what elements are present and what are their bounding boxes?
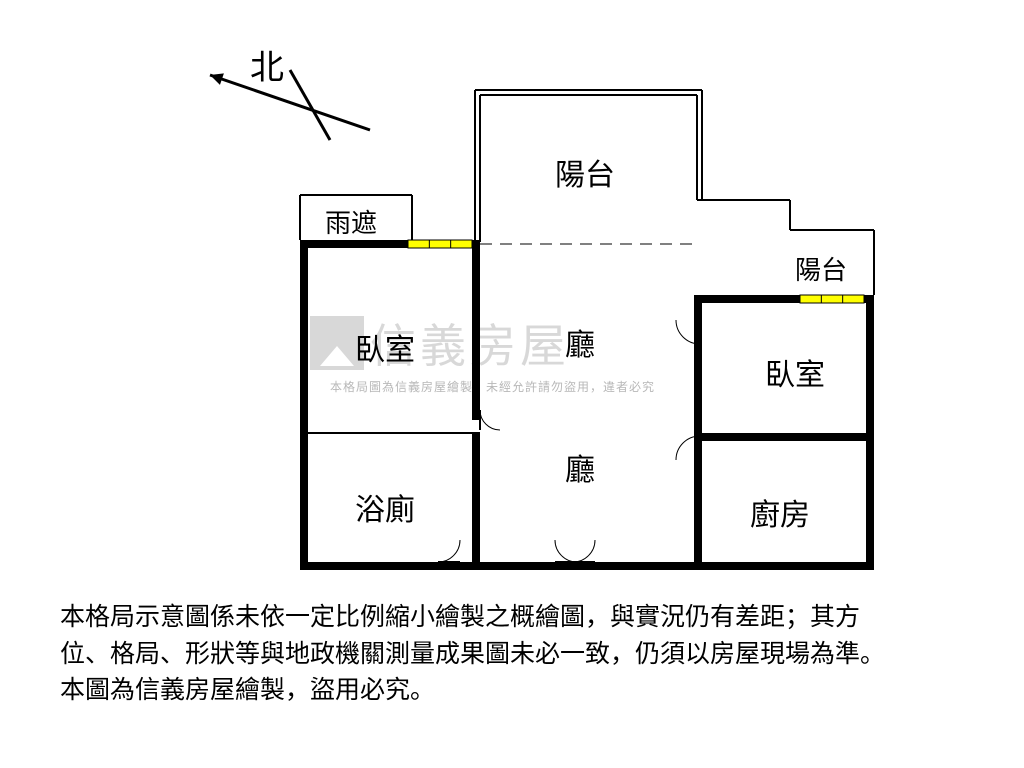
disclaimer-line: 本圖為信義房屋繪製，盜用必究。 <box>60 676 435 704</box>
room-label-balcony-right: 陽台 <box>795 250 847 287</box>
room-label-balcony-top: 陽台 <box>555 150 615 194</box>
north-label: 北 <box>250 40 284 89</box>
floorplan-canvas: 信義房屋 本格局圖為信義房屋繪製，未經允許請勿盜用，違者必究 北 陽台雨遮陽台臥… <box>0 0 1024 768</box>
room-label-hall-upper: 廳 <box>565 320 595 364</box>
room-label-bathroom: 浴廁 <box>355 485 415 529</box>
room-label-kitchen: 廚房 <box>750 490 810 534</box>
disclaimer-line: 本格局示意圖係未依一定比例縮小繪製之概繪圖，與實況仍有差距；其方 <box>60 603 860 631</box>
room-label-bedroom-left: 臥室 <box>355 325 415 369</box>
room-label-awning: 雨遮 <box>325 203 377 240</box>
north-arrow-icon <box>210 70 370 140</box>
disclaimer-text: 本格局示意圖係未依一定比例縮小繪製之概繪圖，與實況仍有差距；其方 位、格局、形狀… <box>60 599 970 708</box>
disclaimer-line: 位、格局、形狀等與地政機關測量成果圖未必一致，仍須以房屋現場為準。 <box>60 640 885 668</box>
room-label-hall-lower: 廳 <box>565 445 595 489</box>
room-label-bedroom-right: 臥室 <box>765 350 825 394</box>
